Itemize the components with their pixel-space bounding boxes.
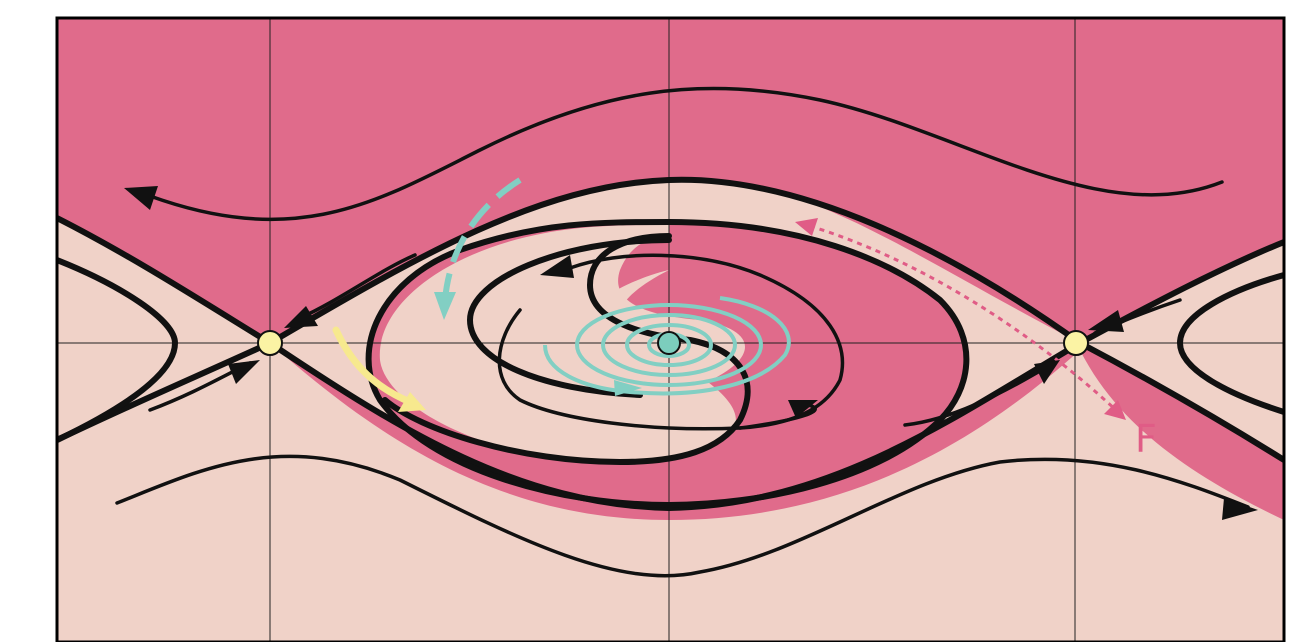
trajectory-top: [148, 86, 1224, 222]
trajectory-right-arc: [738, 403, 817, 430]
arrowhead-top-left: [124, 186, 158, 210]
arrowhead-right-arc: [788, 400, 818, 418]
trajectory-to-right-saddle: [903, 363, 1052, 427]
pink-arrowhead-top: [795, 218, 818, 236]
pink-dotted-arrow: [809, 224, 1120, 414]
yellow-arrowhead: [398, 392, 426, 412]
dark-basin-upper: [57, 18, 1284, 343]
yellow-arrow-curve: [332, 326, 414, 406]
center-focus-point: [657, 331, 681, 355]
trajectory-arrowheads: [124, 186, 1258, 520]
pink-arrowhead-bottom: [1104, 400, 1126, 420]
right-saddle-point: [1063, 330, 1089, 356]
separatrix-eye-inner: [466, 237, 672, 398]
arrowhead-into-left-saddle: [284, 306, 318, 328]
separatrix-s-curve: [382, 233, 751, 466]
cyan-dashed-arrow: [442, 177, 522, 301]
arrowhead-eye-top: [540, 255, 574, 278]
separatrix-left-lobe: [57, 257, 179, 443]
left-saddle-point: [257, 330, 283, 356]
cyan-spiral-arrowhead: [614, 380, 642, 396]
cyan-dashed-arrowhead: [434, 292, 456, 320]
arrowhead-left-saddle-in: [228, 360, 260, 384]
f-label: F: [1135, 417, 1157, 461]
light-left-lobe: [57, 260, 175, 440]
trajectory-spiral-inner: [497, 253, 845, 431]
arrowhead-bottom-right: [1222, 498, 1258, 520]
light-eye-interior: [379, 225, 736, 464]
arrowhead-into-right-saddle: [1034, 360, 1060, 384]
dark-basin-lower-lobe: [270, 343, 1284, 520]
trajectory-bottom: [115, 454, 1250, 578]
separatrix-right-lobe: [1176, 272, 1284, 415]
diagram-frame: [55, 16, 1286, 642]
arrowhead-right-saddle-in: [1088, 310, 1124, 332]
trajectory-from-left-saddle: [298, 253, 417, 320]
